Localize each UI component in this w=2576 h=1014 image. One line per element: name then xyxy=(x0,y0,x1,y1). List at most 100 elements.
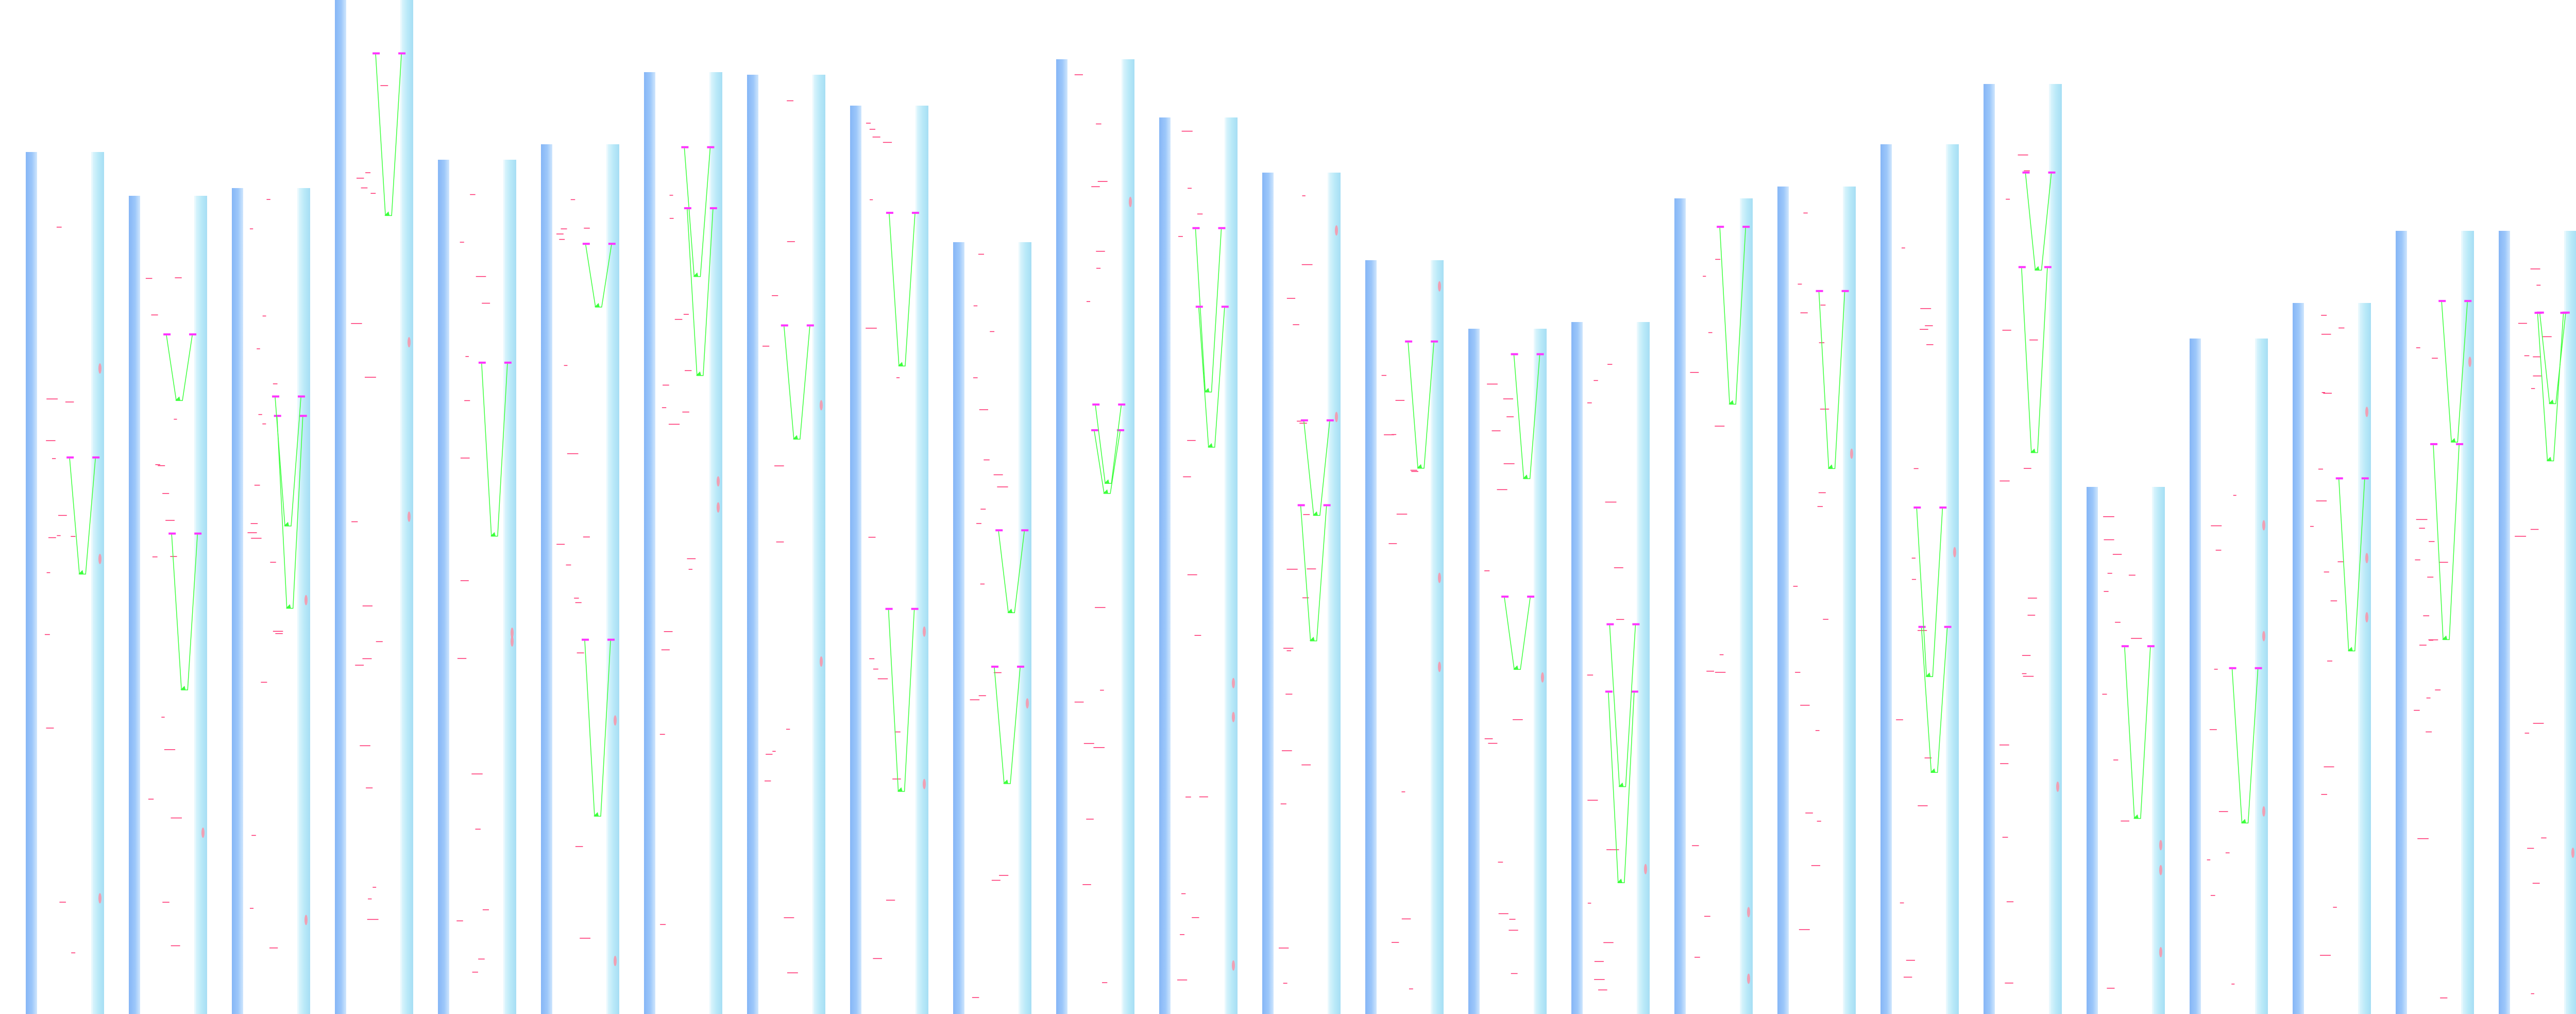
tag-marker xyxy=(194,532,202,535)
label-dash xyxy=(367,919,379,920)
tag-marker xyxy=(298,395,306,398)
label-dash xyxy=(1299,422,1307,424)
label-dash xyxy=(1498,913,1509,915)
label-dash xyxy=(1999,480,2010,482)
connector-line xyxy=(1916,508,1943,678)
label-dash xyxy=(2209,729,2217,730)
label-dash xyxy=(674,319,683,320)
label-dash xyxy=(362,658,372,660)
tag-marker xyxy=(1605,690,1613,693)
highlight-mark xyxy=(2365,553,2368,564)
label-dash xyxy=(258,414,262,415)
label-dash xyxy=(2207,859,2211,860)
left-strip xyxy=(644,72,655,1014)
label-dash xyxy=(48,537,56,538)
tag-marker xyxy=(608,243,616,245)
label-dash xyxy=(380,85,388,86)
label-dash xyxy=(2029,340,2038,341)
label-dash xyxy=(170,556,177,557)
label-dash xyxy=(1102,982,1108,983)
label-dash xyxy=(1487,383,1498,385)
left-strip xyxy=(1984,84,1995,1014)
label-dash xyxy=(1199,796,1208,798)
connector-arrow xyxy=(490,532,496,536)
connector-line xyxy=(998,531,1025,614)
tag-marker xyxy=(398,52,406,55)
tag-marker xyxy=(1192,227,1200,229)
label-dash xyxy=(1091,186,1100,188)
label-dash xyxy=(152,556,158,557)
label-dash xyxy=(2324,766,2334,768)
connector-arrow xyxy=(180,685,186,690)
connector-line xyxy=(2124,647,2151,819)
label-dash xyxy=(368,898,372,900)
label-dash xyxy=(1185,797,1191,798)
label-dash xyxy=(664,631,673,632)
tag-marker xyxy=(2534,312,2542,314)
column-marks xyxy=(2207,495,2265,985)
connector-arrow xyxy=(792,435,798,440)
label-dash xyxy=(1187,440,1196,441)
label-dash xyxy=(1606,849,1612,850)
label-dash xyxy=(2215,550,2222,551)
left-strip xyxy=(1056,59,1067,1014)
label-dash xyxy=(2426,731,2432,733)
label-dash xyxy=(1598,989,1607,991)
label-dash xyxy=(2323,393,2332,394)
label-dash xyxy=(254,484,260,486)
tag-marker xyxy=(681,146,689,148)
label-dash xyxy=(247,532,257,533)
tag-marker xyxy=(504,361,512,364)
column-marks xyxy=(1999,154,2059,984)
label-dash xyxy=(457,658,467,659)
label-dash xyxy=(2419,645,2427,646)
label-dash xyxy=(2006,901,2014,903)
connector-arrow xyxy=(1522,474,1528,479)
label-dash xyxy=(1401,791,1405,792)
column-c15 xyxy=(1468,329,1547,1014)
label-dash xyxy=(2121,820,2129,822)
tag-marker xyxy=(1300,419,1308,421)
connector-arrow xyxy=(1618,782,1624,787)
column-marks xyxy=(2310,315,2369,956)
tag-marker xyxy=(1091,429,1099,431)
connector-line xyxy=(2441,302,2468,443)
connector-arrow xyxy=(1513,665,1519,670)
column-c22 xyxy=(2190,339,2268,1014)
label-dash xyxy=(365,377,376,378)
label-dash xyxy=(784,917,794,918)
label-dash xyxy=(151,314,158,316)
tag-marker xyxy=(1195,306,1203,308)
connector-arrow xyxy=(2548,399,2554,404)
label-dash xyxy=(1388,543,1397,544)
label-dash xyxy=(376,641,383,643)
connector-line xyxy=(1408,342,1434,469)
tag-marker xyxy=(1021,529,1029,532)
left-strip xyxy=(1468,329,1480,1014)
connector-line xyxy=(784,326,810,440)
label-dash xyxy=(262,423,266,425)
right-strip xyxy=(2049,84,2062,1014)
column-marks xyxy=(247,199,308,949)
highlight-mark xyxy=(1335,225,1338,236)
label-dash xyxy=(2310,526,2314,527)
connector-line xyxy=(166,335,193,401)
label-dash xyxy=(46,728,54,729)
label-dash xyxy=(1603,942,1614,943)
tag-marker xyxy=(1816,290,1823,292)
tag-marker xyxy=(684,207,691,210)
connector-arrow xyxy=(2034,266,2040,271)
column-marks xyxy=(866,123,926,959)
label-dash xyxy=(869,129,876,130)
tag-marker xyxy=(1323,504,1331,506)
label-dash xyxy=(1503,463,1515,464)
label-dash xyxy=(1391,942,1399,943)
left-strip xyxy=(747,75,758,1014)
label-dash xyxy=(2338,327,2345,329)
label-dash xyxy=(2022,673,2027,674)
label-dash xyxy=(1279,948,1289,949)
column-c25 xyxy=(2499,231,2576,1014)
label-dash xyxy=(1616,619,1624,620)
label-dash xyxy=(1694,957,1700,958)
label-dash xyxy=(251,537,262,539)
